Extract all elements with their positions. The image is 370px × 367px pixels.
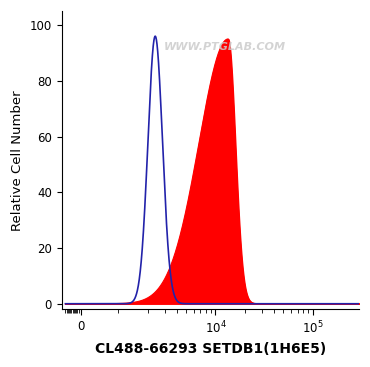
- Text: WWW.PTGLAB.COM: WWW.PTGLAB.COM: [164, 42, 286, 52]
- Y-axis label: Relative Cell Number: Relative Cell Number: [11, 90, 24, 230]
- X-axis label: CL488-66293 SETDB1(1H6E5): CL488-66293 SETDB1(1H6E5): [95, 342, 326, 356]
